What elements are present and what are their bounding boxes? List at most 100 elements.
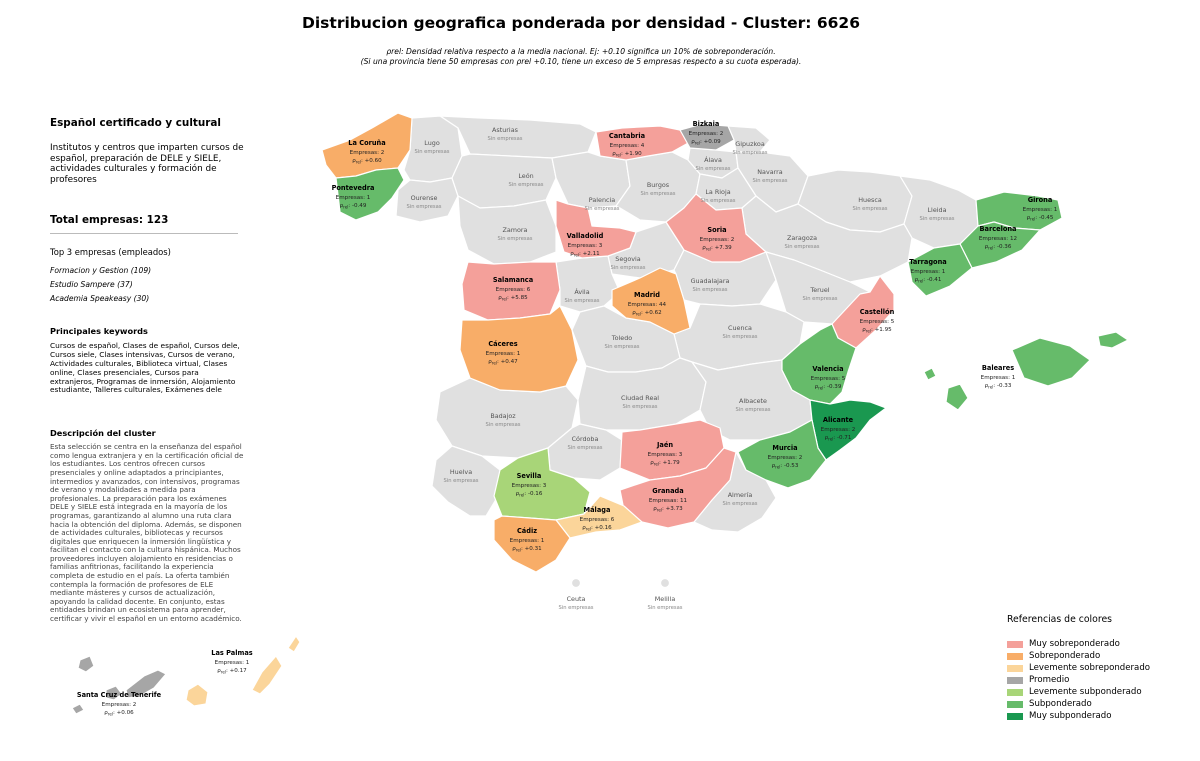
rho-value: ρrel: -0.33 xyxy=(985,383,1012,390)
province-name: Granada xyxy=(652,487,683,495)
no-data-label: Sin empresas xyxy=(508,182,543,188)
company-count: Empresas: 1 xyxy=(510,538,545,544)
no-data-label: Sin empresas xyxy=(695,166,730,172)
legend-swatch xyxy=(1007,640,1023,648)
province-cádiz xyxy=(493,515,571,573)
no-data-label: Sin empresas xyxy=(567,445,602,451)
legend-label: Muy subponderado xyxy=(1029,711,1112,721)
company-count: Empresas: 2 xyxy=(102,702,137,708)
description-text: Esta selección se centra en la enseñanza… xyxy=(50,442,244,624)
legend-item: Sobreponderado xyxy=(1007,650,1177,662)
company-count: Empresas: 2 xyxy=(821,427,856,433)
province-valencia xyxy=(781,323,857,405)
legend-item: Subponderado xyxy=(1007,698,1177,710)
province-huelva xyxy=(431,445,501,517)
company-count: Empresas: 6 xyxy=(496,287,531,293)
rho-value: ρrel: +7.39 xyxy=(702,245,732,252)
rho-value: ρrel: +0.17 xyxy=(217,668,247,675)
province-name: Jaén xyxy=(656,441,673,449)
company-count: Empresas: 1 xyxy=(215,660,250,666)
province-name: La Rioja xyxy=(705,188,730,196)
province-name: Palencia xyxy=(589,196,616,204)
rho-value: ρrel: +0.16 xyxy=(582,525,612,532)
company-count: Empresas: 2 xyxy=(768,455,803,461)
province-name: Pontevedra xyxy=(332,184,375,192)
no-data-label: Sin empresas xyxy=(919,216,954,222)
province-cantabria xyxy=(595,125,691,161)
rho-value: ρrel: +0.62 xyxy=(632,310,662,317)
rho-value: ρrel: -0.45 xyxy=(1027,215,1054,222)
legend-label: Muy sobreponderado xyxy=(1029,639,1120,649)
rho-value: ρrel: -0.41 xyxy=(915,277,942,284)
legend-item: Promedio xyxy=(1007,674,1177,686)
rho-value: ρrel: +1.90 xyxy=(612,151,642,158)
top-companies-title: Top 3 empresas (empleados) xyxy=(50,247,171,258)
company-count: Empresas: 5 xyxy=(811,376,846,382)
province-name: Gipuzkoa xyxy=(735,140,765,148)
keywords-title: Principales keywords xyxy=(50,326,148,337)
province-name: Valencia xyxy=(812,365,843,373)
province-name: Lugo xyxy=(424,139,440,147)
province-name: Lleida xyxy=(927,206,946,214)
province-name: Ciudad Real xyxy=(621,394,659,402)
legend-item: Muy subponderado xyxy=(1007,710,1177,722)
no-data-label: Sin empresas xyxy=(622,404,657,410)
province-name: Toledo xyxy=(611,334,632,342)
rho-value: ρrel: -0.36 xyxy=(985,244,1012,251)
rho-value: ρrel: +0.09 xyxy=(691,139,721,146)
company-count: Empresas: 6 xyxy=(580,517,615,523)
province-name: Ourense xyxy=(411,194,438,202)
top-company-2: Estudio Sampere (37) xyxy=(50,280,133,290)
legend-label: Subponderado xyxy=(1029,699,1092,709)
province-name: Teruel xyxy=(809,286,829,294)
legend-swatch xyxy=(1007,652,1023,660)
rho-value: ρrel: +2.11 xyxy=(570,251,600,258)
no-data-label: Sin empresas xyxy=(784,244,819,250)
legend-swatch xyxy=(1007,700,1023,708)
province-name: Segovia xyxy=(615,255,641,263)
company-count: Empresas: 11 xyxy=(649,498,688,504)
company-count: Empresas: 3 xyxy=(568,243,603,249)
no-data-label: Sin empresas xyxy=(564,298,599,304)
province-name: Cuenca xyxy=(728,324,752,332)
legend-title: Referencias de colores xyxy=(1007,614,1113,625)
company-count: Empresas: 1 xyxy=(911,269,946,275)
no-data-label: Sin empresas xyxy=(640,191,675,197)
province-león xyxy=(451,153,557,209)
cluster-panel: Español certificado y cultural Instituto… xyxy=(50,117,245,624)
no-data-label: Sin empresas xyxy=(722,501,757,507)
company-count: Empresas: 3 xyxy=(648,452,683,458)
no-data-label: Sin empresas xyxy=(487,136,522,142)
legend-label: Promedio xyxy=(1029,675,1070,685)
no-data-label: Sin empresas xyxy=(610,265,645,271)
company-count: Empresas: 1 xyxy=(981,375,1016,381)
province-name: Zaragoza xyxy=(787,234,817,242)
no-data-label: Sin empresas xyxy=(406,204,441,210)
province-name: Albacete xyxy=(739,397,767,405)
no-data-label: Sin empresas xyxy=(604,344,639,350)
province-madrid xyxy=(611,267,691,335)
province-name: Badajoz xyxy=(490,412,516,420)
province-baleares xyxy=(923,331,1129,411)
province-name: Málaga xyxy=(584,506,611,514)
rho-value: ρrel: -0.39 xyxy=(815,384,842,391)
province-name: Cádiz xyxy=(517,527,537,535)
province-gipuzkoa xyxy=(727,125,771,153)
subtitle-line-1: ρrel: Densidad relativa respecto a la me… xyxy=(386,47,776,56)
company-count: Empresas: 12 xyxy=(979,236,1017,242)
company-count: Empresas: 1 xyxy=(486,351,521,357)
legend-swatch xyxy=(1007,676,1023,684)
company-count: Empresas: 2 xyxy=(700,237,735,243)
province-murcia xyxy=(737,419,827,489)
province-soria xyxy=(665,193,767,263)
no-data-label: Sin empresas xyxy=(497,236,532,242)
rho-value: ρrel: +3.73 xyxy=(653,506,683,513)
province-name: Tarragona xyxy=(909,258,946,266)
total-companies: Total empresas: 123 xyxy=(50,214,169,227)
no-data-label: Sin empresas xyxy=(852,206,887,212)
color-legend: Referencias de colores Muy sobreponderad… xyxy=(1007,614,1177,722)
province-málaga xyxy=(555,495,643,539)
province-name: Soria xyxy=(707,226,726,234)
rho-value: ρrel: +5.85 xyxy=(498,295,528,302)
company-count: Empresas: 3 xyxy=(512,483,547,489)
